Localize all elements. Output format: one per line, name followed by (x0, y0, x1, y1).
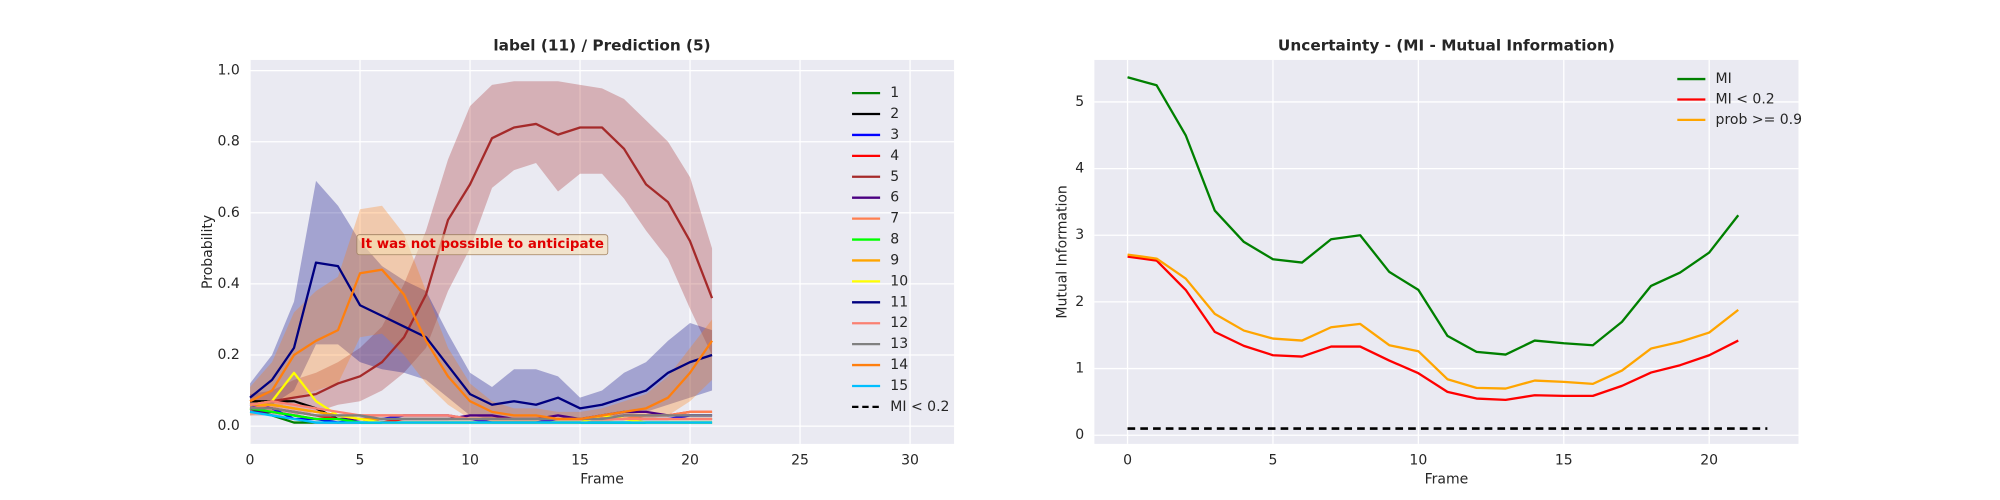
x-axis-label: Frame (580, 472, 624, 488)
y-tick-label: 3 (1075, 227, 1084, 243)
legend-label: 12 (890, 315, 908, 331)
legend-label: 14 (890, 357, 908, 373)
legend-label: 8 (890, 232, 899, 248)
y-tick-label: 0.6 (217, 205, 239, 221)
x-tick-label: 5 (356, 452, 365, 468)
series-line (249, 410, 713, 424)
y-tick-label: 0.0 (217, 418, 239, 434)
x-tick-label: 15 (1555, 452, 1573, 468)
x-tick-label: 10 (461, 452, 479, 468)
annotation-text: It was not possible to anticipate (361, 237, 604, 252)
legend-label: 4 (890, 148, 899, 164)
legend-label: 2 (890, 106, 899, 122)
y-tick-label: 0.4 (217, 276, 239, 292)
x-tick-label: 20 (1700, 452, 1718, 468)
legend-label: 15 (890, 378, 908, 394)
legend-label: 13 (890, 336, 908, 352)
x-tick-label: 20 (681, 452, 699, 468)
chart-title: Uncertainty - (MI - Mutual Information) (1278, 36, 1615, 54)
x-tick-label: 0 (1123, 452, 1132, 468)
series-line (250, 407, 713, 421)
legend-label: MI < 0.2 (890, 399, 949, 415)
legend-label: 10 (890, 273, 908, 289)
x-tick-label: 0 (246, 452, 255, 468)
y-tick-label: 1 (1075, 361, 1084, 377)
annotation: It was not possible to anticipate (356, 234, 609, 256)
x-tick-label: 15 (571, 452, 589, 468)
x-tick-label: 30 (901, 452, 919, 468)
y-axis-label: Mutual Information (1055, 185, 1071, 318)
legend-label: MI (1716, 71, 1732, 87)
confidence-band (250, 180, 713, 419)
y-tick-label: 0.2 (217, 347, 239, 363)
annotation-box (356, 234, 609, 256)
legend-label: MI < 0.2 (1716, 91, 1775, 107)
x-axis-label: Frame (1425, 472, 1469, 488)
series-line (249, 268, 713, 421)
y-tick-label: 0 (1075, 427, 1084, 443)
legend-label: 3 (890, 127, 899, 143)
legend-label: 1 (890, 85, 899, 101)
series-line (1127, 76, 1740, 356)
confidence-band (250, 205, 713, 423)
legend-label: 6 (890, 190, 899, 206)
x-tick-label: 5 (1268, 452, 1277, 468)
y-tick-label: 1.0 (217, 63, 239, 79)
x-tick-label: 25 (791, 452, 809, 468)
legend-label: 11 (890, 294, 908, 310)
legend-label: 5 (890, 169, 899, 185)
chart-title: label (11) / Prediction (5) (493, 36, 710, 54)
y-tick-label: 0.8 (217, 134, 239, 150)
plot-area (1094, 59, 1799, 444)
series-line (249, 261, 713, 410)
legend-label: 7 (890, 211, 899, 227)
confidence-band (250, 81, 713, 416)
legend-label: prob >= 0.9 (1716, 112, 1803, 128)
series-line (1127, 253, 1739, 390)
legend-label: 9 (890, 252, 899, 268)
y-tick-label: 5 (1075, 94, 1084, 110)
y-axis-label: Probability (200, 215, 216, 289)
series-line (1127, 255, 1739, 402)
series-line (249, 122, 714, 406)
x-tick-label: 10 (1409, 452, 1427, 468)
y-tick-label: 2 (1075, 294, 1084, 310)
y-tick-label: 4 (1075, 161, 1084, 177)
